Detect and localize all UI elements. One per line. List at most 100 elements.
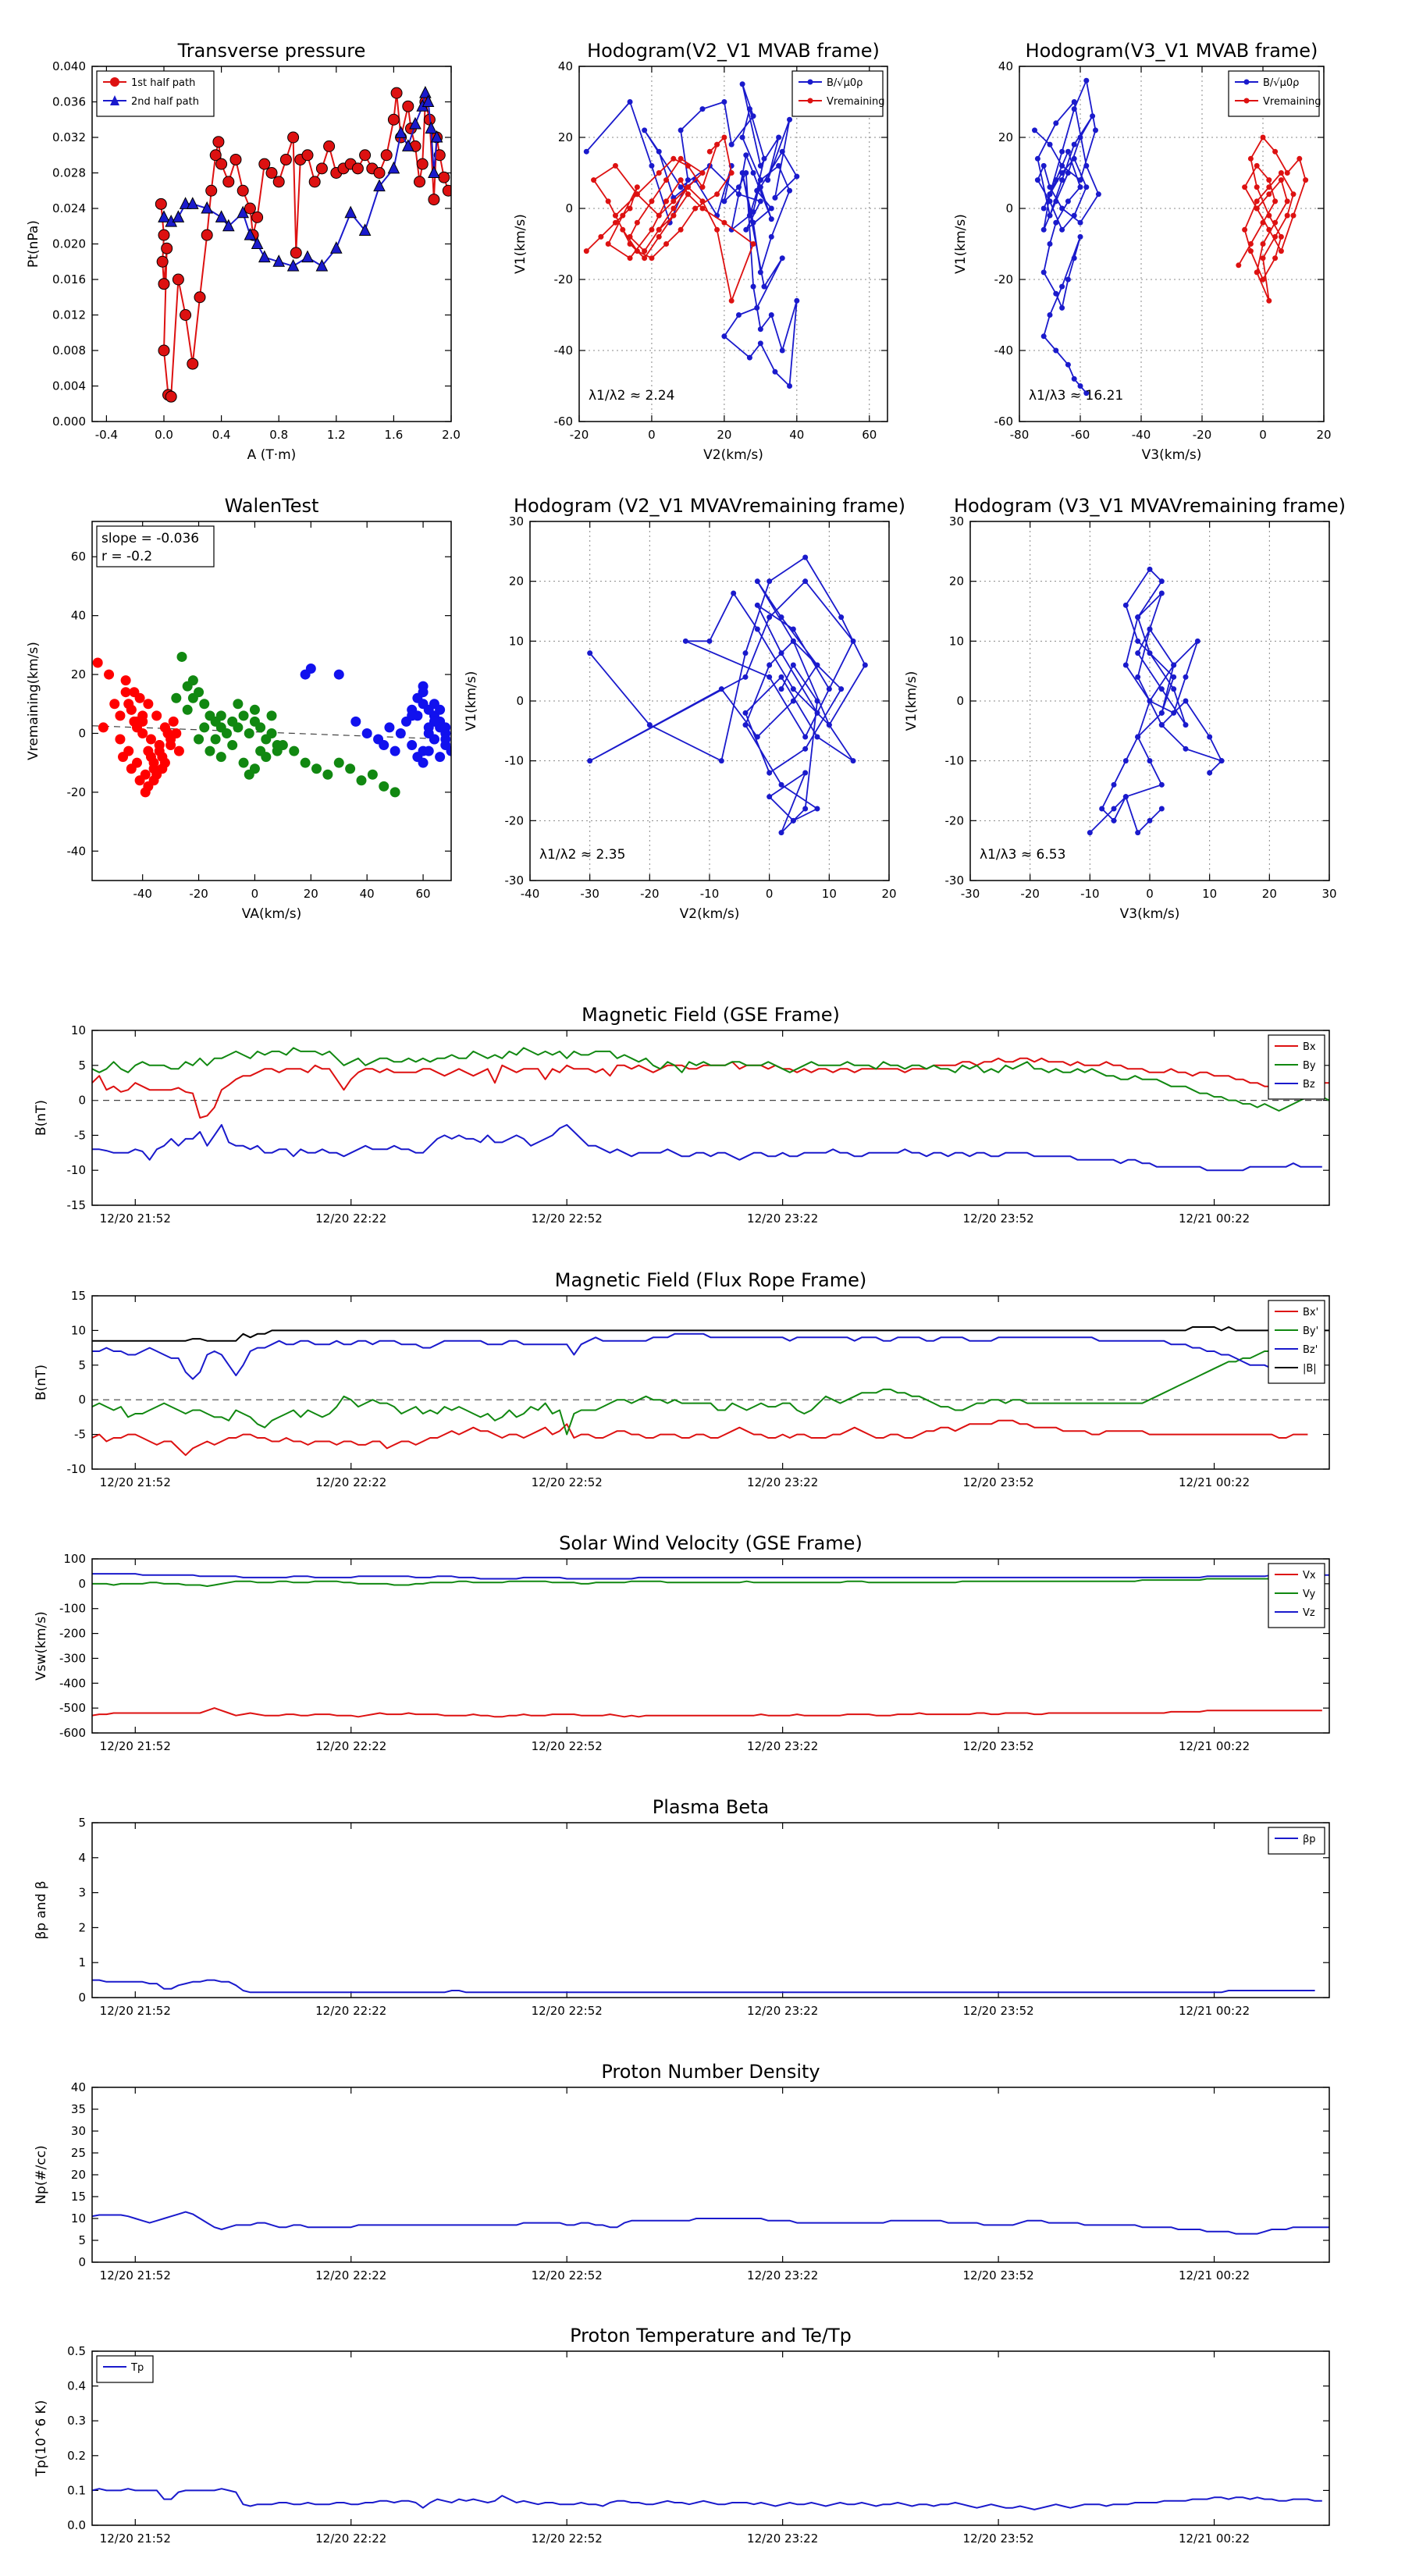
legend-box — [1268, 1300, 1325, 1384]
plot-area — [583, 81, 800, 389]
data-point — [323, 140, 336, 152]
y-tick-label: 0.032 — [52, 130, 86, 144]
data-point — [1059, 304, 1065, 311]
x-tick-label: 12/20 23:22 — [747, 1739, 818, 1753]
data-point — [1266, 297, 1272, 304]
data-point — [1059, 177, 1065, 183]
y-tick-label: 0.0 — [67, 2518, 86, 2532]
data-point — [373, 167, 386, 179]
series-hodo13-0-line — [1033, 80, 1100, 394]
data-point — [123, 699, 134, 710]
data-point — [244, 228, 257, 240]
legend: Bx By Bz — [1268, 1034, 1325, 1100]
y-tick-label: 5 — [78, 2233, 86, 2247]
legend-box — [1268, 1563, 1325, 1628]
axes-frame — [91, 1558, 1330, 1734]
panel-beta: 12/20 21:52 12/20 22:22 12/20 22:52 12/20 2… — [34, 1796, 1330, 2018]
data-point — [1254, 205, 1260, 212]
data-point — [750, 241, 756, 247]
data-point — [1303, 177, 1309, 183]
data-point — [1077, 184, 1083, 190]
data-point — [787, 187, 793, 194]
y-tick-label: 0.5 — [67, 2344, 86, 2358]
data-point — [442, 184, 451, 197]
data-point — [255, 745, 266, 756]
chart-title: Magnetic Field (Flux Rope Frame) — [555, 1269, 866, 1291]
legend-label: Bx — [1303, 1041, 1316, 1053]
data-point — [757, 162, 763, 169]
panel-tp: -0.4 0.0 0.4 0.8 1.2 1.6 2.0 0.000 0.004 0.008 0.0… — [26, 40, 461, 463]
legend: Bx' By' Bz' |B| — [1268, 1300, 1325, 1384]
data-point — [779, 148, 785, 155]
x-tick-label: 12/20 23:22 — [747, 2532, 818, 2546]
x-tick-label: 12/20 22:22 — [315, 2268, 386, 2282]
data-point — [1297, 155, 1303, 162]
data-point — [384, 722, 395, 733]
y-tick-label: 0.012 — [52, 308, 86, 322]
data-point — [157, 763, 168, 774]
data-point — [194, 734, 205, 745]
data-point — [1083, 77, 1090, 84]
data-point — [429, 716, 439, 727]
data-point — [612, 212, 618, 219]
data-point — [428, 165, 440, 178]
chart-title: WalenTest — [225, 495, 319, 517]
axes-frame — [91, 2087, 1330, 2263]
data-point — [778, 830, 784, 836]
panel-vsw: 12/20 21:52 12/20 22:22 12/20 22:52 12/20 2… — [34, 1532, 1330, 1753]
y-tick-label: -20 — [67, 785, 87, 799]
data-point — [1290, 212, 1297, 219]
data-point — [1171, 674, 1177, 680]
data-point — [351, 162, 364, 175]
data-point — [244, 728, 254, 738]
legend-marker — [110, 77, 119, 87]
data-point — [205, 745, 215, 756]
data-point — [1047, 241, 1053, 247]
x-tick-label: 12/21 00:22 — [1179, 2532, 1250, 2546]
data-point — [790, 686, 796, 692]
data-point — [768, 312, 774, 318]
y-axis-label: V1(km/s) — [953, 214, 969, 274]
data-point — [742, 674, 749, 680]
chart-title: Solar Wind Velocity (GSE Frame) — [559, 1532, 863, 1554]
y-tick-label: 0 — [78, 726, 86, 740]
x-tick-label: 12/20 23:52 — [962, 2004, 1033, 2018]
data-point — [1077, 233, 1083, 240]
data-point — [1047, 312, 1053, 318]
data-point — [1290, 191, 1297, 197]
data-point — [194, 687, 205, 698]
data-point — [104, 669, 115, 680]
legend: 1st half path 2nd half path — [96, 70, 215, 117]
chart-title: Proton Temperature and Te/Tp — [570, 2325, 852, 2347]
data-point — [627, 241, 633, 247]
data-point — [315, 258, 329, 272]
data-point — [1260, 241, 1266, 247]
x-tick-label: 12/21 00:22 — [1179, 1739, 1250, 1753]
eigen-ratio-label: λ1/λ3 ≈ 6.53 — [980, 847, 1065, 863]
data-point — [1122, 794, 1129, 800]
data-point — [233, 722, 244, 733]
data-point — [1171, 686, 1177, 692]
data-point — [109, 699, 120, 710]
data-point — [1122, 758, 1129, 764]
data-point — [802, 554, 809, 560]
x-tick-label: 0 — [1259, 428, 1267, 442]
y-axis-label: βp and β — [34, 1880, 49, 1939]
y-tick-label: -40 — [994, 343, 1014, 358]
x-tick-label: 12/20 23:52 — [962, 1212, 1033, 1226]
data-point — [272, 176, 285, 188]
data-point — [435, 752, 446, 763]
x-tick-label: 12/20 22:52 — [532, 2532, 603, 2546]
data-point — [768, 205, 774, 212]
x-tick-label: 10 — [1202, 887, 1217, 901]
y-axis-label: V1(km/s) — [464, 671, 479, 731]
data-point — [172, 210, 185, 222]
data-point — [212, 136, 225, 148]
data-point — [394, 126, 407, 138]
x-tick-label: -40 — [1132, 428, 1151, 442]
x-tick-label: 0 — [648, 428, 656, 442]
data-point — [387, 161, 400, 174]
plot-area — [1087, 566, 1225, 836]
data-point — [663, 198, 670, 205]
data-point — [1083, 162, 1090, 169]
